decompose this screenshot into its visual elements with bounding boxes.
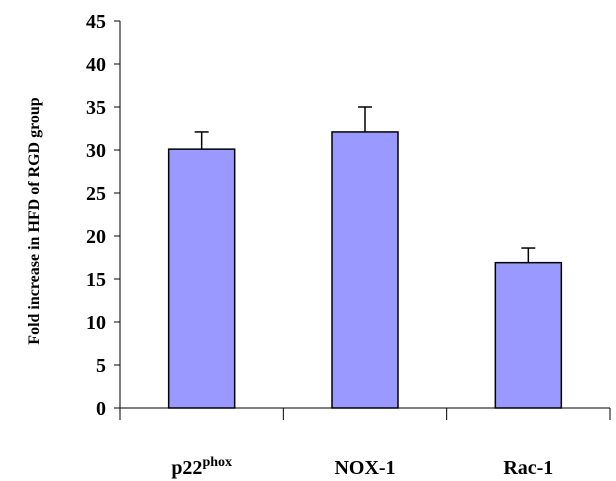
- y-tick-label-45: 45: [86, 11, 106, 33]
- y-tick-label-0: 0: [96, 398, 106, 420]
- x-tick-label-NOX-1: NOX-1: [334, 457, 395, 479]
- y-tick-label-15: 15: [86, 269, 106, 291]
- bar-Rac-1: [494, 261, 563, 409]
- x-tick-label-p22phox: p22phox: [171, 455, 232, 479]
- y-tick-label-20: 20: [86, 226, 106, 248]
- y-tick-label-10: 10: [86, 312, 106, 334]
- bar-p22phox: [167, 148, 236, 409]
- x-tick-label-Rac-1: Rac-1: [503, 457, 553, 479]
- x-axis: [119, 407, 611, 420]
- y-axis-title: Fold increase in HFD of RGD group: [26, 97, 43, 345]
- y-tick-label-40: 40: [86, 54, 106, 76]
- category-labels: p22phox NOX-1 Rac-1: [171, 455, 553, 479]
- bars-group: [167, 106, 563, 409]
- y-tick-label-30: 30: [86, 140, 106, 162]
- y-tick-label-5: 5: [96, 355, 106, 377]
- y-tick-label-25: 25: [86, 183, 106, 205]
- y-tick-label-35: 35: [86, 97, 106, 119]
- bar-NOX-1: [331, 131, 399, 409]
- y-axis: 0 5 10 15 20 25 30 35 40 45: [86, 11, 121, 420]
